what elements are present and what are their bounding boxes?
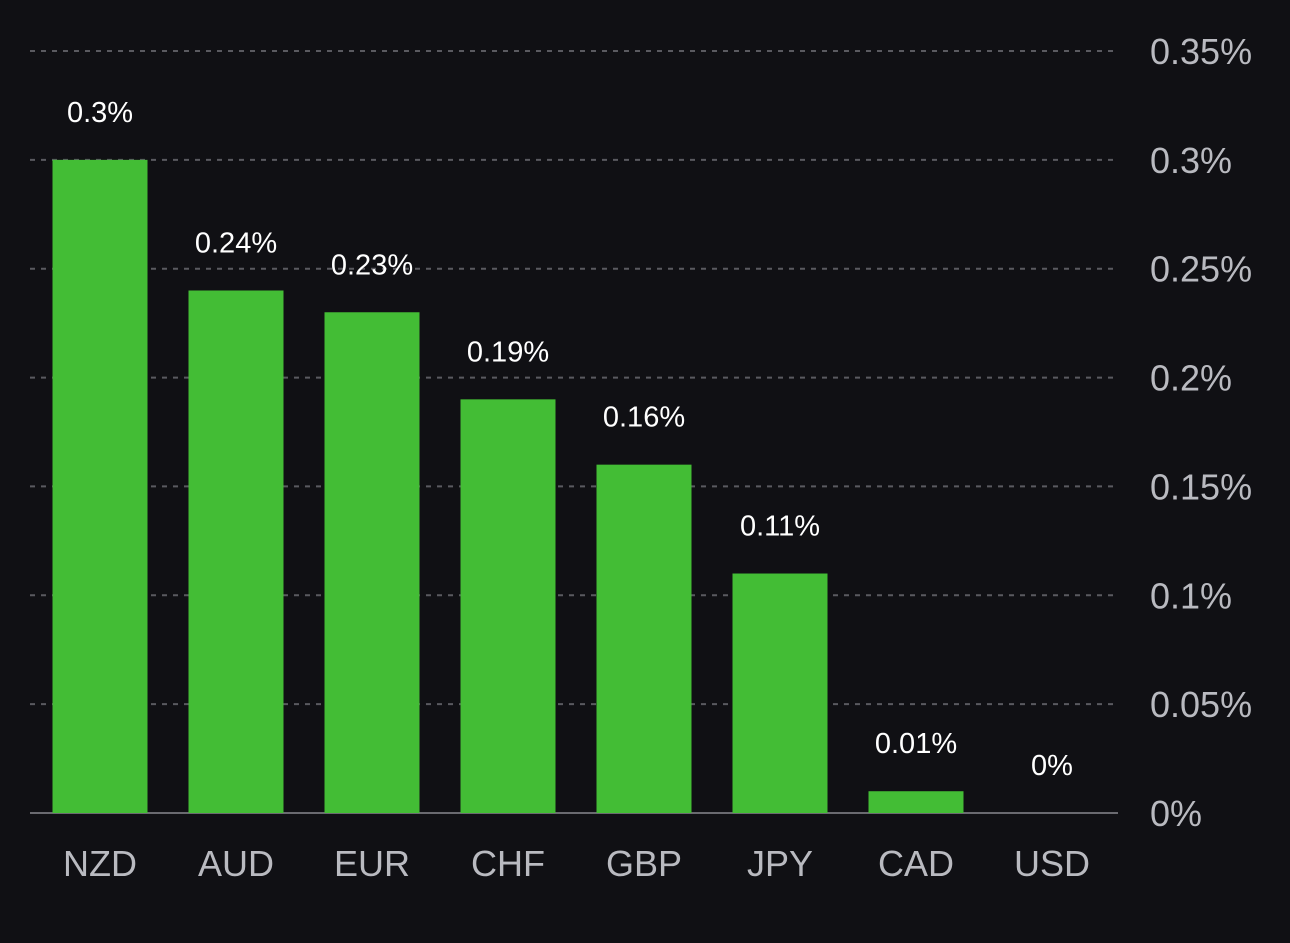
- y-tick-label: 0.1%: [1150, 575, 1232, 616]
- x-tick-label: JPY: [747, 843, 813, 884]
- y-tick-label: 0%: [1150, 793, 1202, 834]
- data-label: 0.23%: [331, 249, 413, 281]
- bar-chf: [460, 399, 556, 813]
- y-tick-label: 0.05%: [1150, 684, 1252, 725]
- y-tick-label: 0.2%: [1150, 358, 1232, 399]
- data-label: 0.11%: [740, 511, 820, 543]
- x-tick-label: NZD: [63, 843, 137, 884]
- x-tick-label: GBP: [606, 843, 682, 884]
- x-tick-label: USD: [1014, 843, 1090, 884]
- data-label: 0.19%: [467, 336, 549, 368]
- x-axis: NZD AUD EUR CHF GBP JPY CAD USD: [63, 843, 1090, 884]
- bar-aud: [188, 290, 284, 813]
- x-tick-label: AUD: [198, 843, 274, 884]
- bar-jpy: [732, 573, 828, 813]
- bar-nzd: [52, 159, 148, 813]
- data-label: 0.01%: [875, 728, 957, 760]
- bar-cad: [868, 791, 964, 813]
- bar-gbp: [596, 464, 692, 813]
- data-label: 0%: [1031, 750, 1073, 782]
- x-tick-label: CAD: [878, 843, 954, 884]
- data-label: 0.24%: [195, 227, 277, 259]
- grid-layer: [30, 50, 1118, 814]
- data-label: 0.3%: [67, 97, 133, 129]
- y-axis: 0% 0.05% 0.1% 0.15% 0.2% 0.25% 0.3% 0.35%: [1150, 31, 1252, 834]
- y-tick-label: 0.3%: [1150, 140, 1232, 181]
- x-tick-label: EUR: [334, 843, 410, 884]
- y-tick-label: 0.35%: [1150, 31, 1252, 72]
- x-tick-label: CHF: [471, 843, 545, 884]
- y-tick-label: 0.15%: [1150, 466, 1252, 507]
- data-label: 0.16%: [603, 402, 685, 434]
- data-labels-layer: 0.3% 0.24% 0.23% 0.19% 0.16% 0.11% 0.01% 0%: [67, 97, 1073, 782]
- bars-layer: [52, 159, 964, 813]
- bar-eur: [324, 312, 420, 813]
- y-tick-label: 0.25%: [1150, 249, 1252, 290]
